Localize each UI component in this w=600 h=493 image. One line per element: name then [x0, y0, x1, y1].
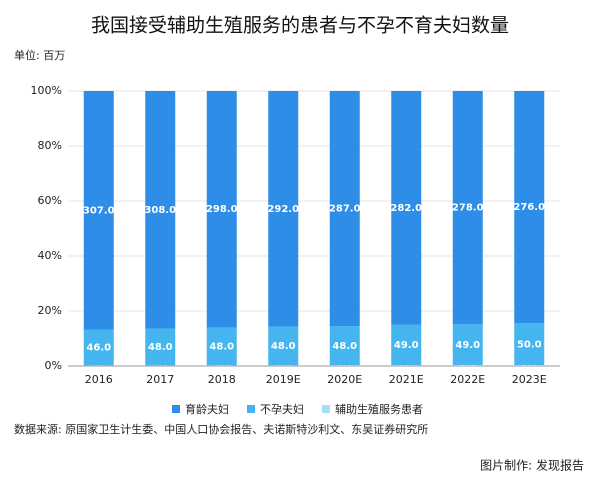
bar-segment [452, 365, 483, 366]
x-tick-label: 2017 [146, 373, 174, 386]
value-label: 48.0 [209, 341, 234, 352]
unit-label: 单位: 百万 [14, 48, 65, 62]
bar-segment [514, 323, 545, 366]
value-label: 292.0 [267, 204, 299, 215]
bar-segment [329, 365, 360, 366]
value-label: 287.0 [329, 204, 361, 215]
bar-segment [391, 91, 422, 325]
x-tick-label: 2016 [85, 373, 113, 386]
value-label: 48.0 [271, 341, 296, 352]
chart-title: 我国接受辅助生殖服务的患者与不孕不育夫妇数量 [91, 15, 509, 37]
value-label: 276.0 [513, 202, 545, 213]
bar-segment [268, 326, 299, 366]
legend-label: 育龄夫妇 [185, 402, 229, 416]
bar-segment [83, 91, 114, 330]
value-label: 49.0 [394, 340, 419, 351]
bar-segment [452, 324, 483, 366]
bar-segment [83, 329, 114, 366]
bar-segment [268, 91, 299, 327]
value-label: 48.0 [148, 342, 173, 353]
legend-swatch [247, 405, 255, 413]
value-label: 282.0 [390, 203, 422, 214]
x-tick-label: 2018 [208, 373, 236, 386]
bar-segment [391, 365, 422, 366]
value-label: 46.0 [86, 343, 111, 354]
legend-swatch [172, 405, 180, 413]
bar-segment [206, 91, 237, 328]
credit: 图片制作: 发现报告 [480, 458, 584, 473]
value-label: 298.0 [206, 204, 238, 215]
y-tick-label: 20% [38, 304, 62, 317]
value-label: 49.0 [455, 340, 480, 351]
y-tick-label: 100% [31, 84, 62, 97]
y-tick-label: 0% [45, 359, 62, 372]
value-label: 50.0 [517, 339, 542, 350]
bar-segment [206, 327, 237, 366]
y-tick-label: 40% [38, 249, 62, 262]
value-label: 278.0 [452, 203, 484, 214]
x-tick-label: 2019E [266, 373, 301, 386]
x-tick-label: 2021E [389, 373, 424, 386]
x-tick-label: 2022E [450, 373, 485, 386]
legend-swatch [322, 405, 330, 413]
bar-segment [145, 328, 176, 366]
legend-label: 不孕夫妇 [260, 403, 304, 416]
bar-segment [514, 91, 545, 324]
x-tick-label: 2023E [512, 373, 547, 386]
bar-segment [452, 91, 483, 325]
value-label: 48.0 [332, 341, 357, 352]
bar-segment [514, 365, 545, 366]
y-tick-label: 80% [38, 139, 62, 152]
x-tick-label: 2020E [327, 373, 362, 386]
bar-segment [391, 324, 422, 366]
bar-segment [329, 326, 360, 366]
source-note: 数据来源: 原国家卫生计生委、中国人口协会报告、夫诺斯特沙利文、东吴证券研究所 [14, 422, 428, 436]
bar-segment [145, 91, 176, 329]
legend-label: 辅助生殖服务患者 [335, 402, 423, 416]
bar-segment [329, 91, 360, 327]
y-tick-label: 60% [38, 194, 62, 207]
value-label: 307.0 [83, 205, 115, 216]
value-label: 308.0 [144, 205, 176, 216]
